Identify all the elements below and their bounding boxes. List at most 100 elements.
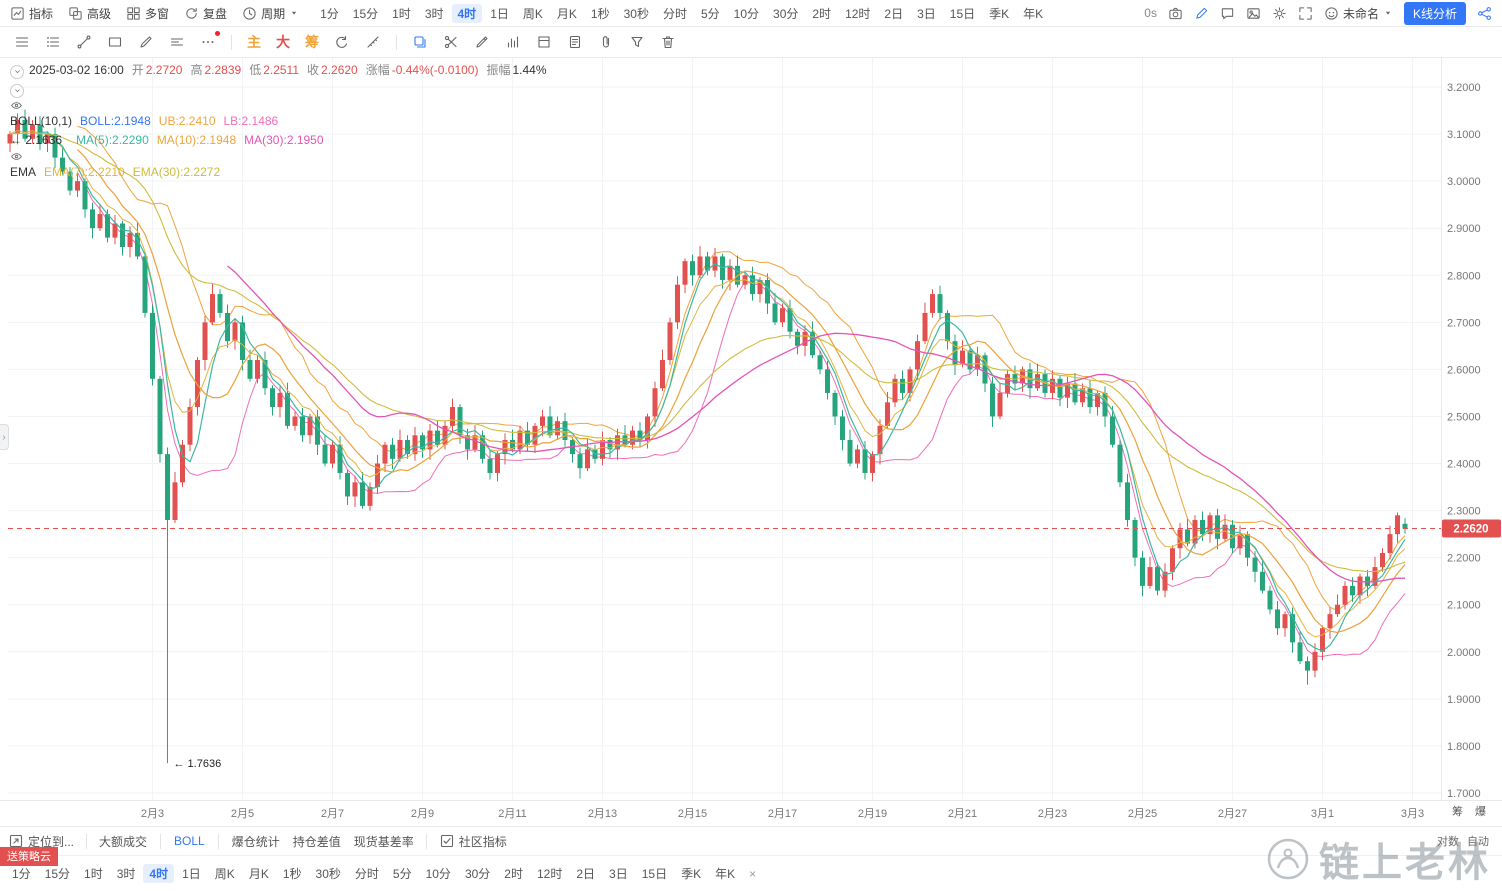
main-chart-button[interactable]: 主 [247,34,261,50]
timeframe-2日-button[interactable]: 2日 [884,6,904,21]
fullscreen-icon[interactable] [1298,6,1313,21]
timeframe-周K-button[interactable]: 周K [214,867,235,881]
trend-line-tool-icon[interactable] [76,34,92,50]
rectangle-tool-icon[interactable] [107,34,123,50]
timeframe-月K-button[interactable]: 月K [556,6,577,21]
kline-analysis-button[interactable]: K线分析 [1403,1,1466,25]
visibility-icon[interactable] [10,99,23,112]
more-tools-icon[interactable] [200,31,220,50]
timeframe-15分-button[interactable]: 15分 [44,867,71,881]
timeframe-2时-button[interactable]: 2时 [504,867,523,881]
community-indicator-button[interactable]: 社区指标 [439,833,507,850]
timeframe-2时-button[interactable]: 2时 [812,6,832,21]
redo-draw-icon[interactable] [334,34,350,50]
panel-expander[interactable]: › [0,424,9,450]
paperclip-icon[interactable] [598,34,614,50]
timeframe-30秒-button[interactable]: 30秒 [623,6,649,21]
timeframe-4时-button[interactable]: 4时 [451,3,483,23]
timeframe-2日-button[interactable]: 2日 [576,867,596,881]
bottom-tab-大额成交[interactable]: 大额成交 [99,834,148,849]
log-scale-toggle[interactable]: 对数 [1437,836,1459,848]
timeframe-1日-button[interactable]: 1日 [490,6,509,21]
timeframe-季K-button[interactable]: 季K [989,6,1010,21]
bottom-tab-爆仓统计[interactable]: 爆仓统计 [231,834,280,849]
chip-distribution-button[interactable]: 筹 [305,34,319,50]
period-dropdown[interactable]: 周期 [242,5,299,22]
timeframe-月K-button[interactable]: 月K [248,867,269,881]
timeframe-1秒-button[interactable]: 1秒 [282,867,302,881]
timeframe-3时-button[interactable]: 3时 [424,6,444,21]
timeframe-1秒-button[interactable]: 1秒 [590,6,610,21]
multi-window-button[interactable]: 多窗 [126,5,169,22]
lines-tool-icon[interactable] [169,34,185,50]
trash-icon[interactable] [660,34,676,50]
watchlist-icon[interactable] [45,34,61,50]
timeframe-周K-button[interactable]: 周K [522,6,543,21]
timeframe-30分-button[interactable]: 30分 [464,867,491,881]
timeframe-季K-button[interactable]: 季K [681,867,702,881]
visibility-icon[interactable] [10,150,23,163]
boll-lower-line [77,172,1406,658]
timeframe-分时-button[interactable]: 分时 [662,6,687,21]
timeframe-3时-button[interactable]: 3时 [116,867,136,881]
pen-icon[interactable] [474,34,490,50]
menu-icon[interactable] [14,34,30,50]
timeframe-1时-button[interactable]: 1时 [392,6,411,21]
timeframe-30秒-button[interactable]: 30秒 [315,867,341,881]
image-icon[interactable] [1246,6,1261,21]
timeframe-1分-button[interactable]: 1分 [12,867,31,881]
replay-button[interactable]: 复盘 [184,5,227,22]
draw-icon[interactable] [1194,6,1209,21]
timeframe-年K-button[interactable]: 年K [715,867,736,881]
auto-scale-toggle[interactable]: 自动 [1467,836,1489,848]
bottom-tab-现货基差率[interactable]: 现货基差率 [353,834,414,849]
collapse-toggle[interactable] [10,64,24,79]
bottom-tab-BOLL[interactable]: BOLL [174,834,205,848]
box-icon[interactable] [536,34,552,50]
settings-icon[interactable] [1272,6,1287,21]
scissors-icon[interactable] [443,34,459,50]
copy-icon[interactable] [412,34,428,50]
layout-menu[interactable]: 未命名 [1324,5,1393,22]
note-icon[interactable] [567,34,583,50]
indicators-button[interactable]: 指标 [10,5,53,22]
timeframe-3日-button[interactable]: 3日 [917,6,936,21]
timeframe-12时-button[interactable]: 12时 [845,6,871,21]
timeframe-5分-button[interactable]: 5分 [392,867,412,881]
timeframe-30分-button[interactable]: 30分 [773,6,799,21]
timeframe-1日-button[interactable]: 1日 [182,867,201,881]
share-icon[interactable] [1477,6,1492,21]
measure-icon[interactable] [365,34,381,50]
large-view-button[interactable]: 大 [276,34,290,50]
price-tick: 2.0000 [1447,647,1481,659]
filter-icon[interactable] [629,34,645,50]
advanced-button[interactable]: 高级 [68,5,111,22]
close-indicator-button[interactable]: × [749,866,757,881]
chip-distribution-tag[interactable]: 筹 [1452,806,1463,818]
timeframe-10分-button[interactable]: 10分 [733,6,760,21]
comment-icon[interactable] [1220,6,1235,21]
timeframe-10分-button[interactable]: 10分 [425,867,451,881]
timeframe-15分-button[interactable]: 15分 [352,6,379,21]
bar-pattern-icon[interactable] [505,34,521,50]
timeframe-1时-button[interactable]: 1时 [84,867,103,881]
collapse-toggle[interactable] [10,83,24,98]
timer-label: 0s [1144,6,1157,20]
timeframe-年K-button[interactable]: 年K [1023,6,1044,21]
timeframe-1分-button[interactable]: 1分 [320,6,339,21]
timeframe-4时-button[interactable]: 4时 [143,864,175,883]
svg-text:2.2620: 2.2620 [1453,523,1488,535]
brush-tool-icon[interactable] [138,34,154,50]
liquidation-tag[interactable]: 爆 [1475,806,1486,818]
locate-button[interactable]: 定位到... [8,833,74,850]
timeframe-15日-button[interactable]: 15日 [949,6,976,21]
promo-badge[interactable]: 送策略云 [0,847,58,866]
screenshot-icon[interactable] [1168,6,1183,21]
bottom-tab-持仓差值[interactable]: 持仓差值 [292,834,341,849]
chart-canvas[interactable]: 3.2000 3.1000 3.0000 2.9000 2.8000 2.7000 2.60… [0,0,1502,826]
timeframe-分时-button[interactable]: 分时 [354,867,379,881]
timeframe-5分-button[interactable]: 5分 [700,6,720,21]
timeframe-15日-button[interactable]: 15日 [641,867,668,881]
timeframe-12时-button[interactable]: 12时 [536,867,563,881]
timeframe-3日-button[interactable]: 3日 [609,867,628,881]
